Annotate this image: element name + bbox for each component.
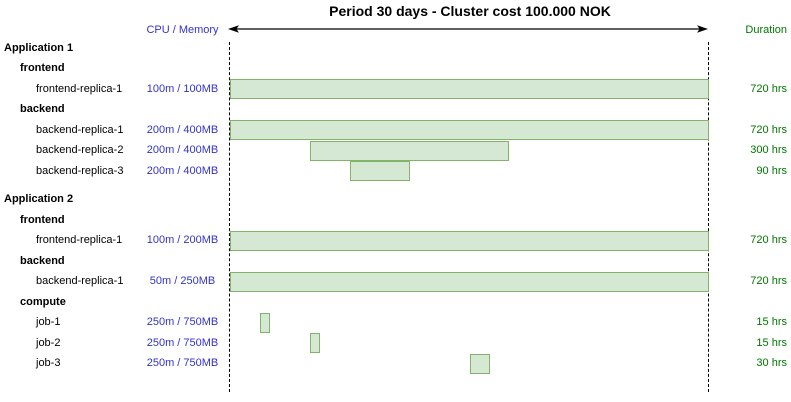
- row-backend: backend: [0, 251, 791, 272]
- gantt-bar: [309, 140, 510, 161]
- gantt-bar: [230, 120, 709, 140]
- row-frontend-replica-1: frontend-replica-1 100m / 200MB 720 hrs: [0, 230, 791, 251]
- row-label: backend-replica-1: [36, 123, 124, 136]
- row-label: job-1: [36, 316, 61, 328]
- duration-value: 720 hrs: [750, 123, 787, 136]
- row-backend: backend: [0, 99, 791, 120]
- gantt-bar: [230, 230, 709, 251]
- duration-value: 15 hrs: [756, 316, 787, 328]
- cpu-memory-value: 250m / 750MB: [146, 357, 219, 369]
- duration-column-header: Duration: [745, 24, 787, 36]
- duration-value: 30 hrs: [756, 357, 787, 369]
- row-label: backend: [20, 254, 65, 267]
- row-label: frontend-replica-1: [36, 234, 123, 246]
- duration-value: 15 hrs: [756, 336, 787, 349]
- row-label: Application 2: [4, 193, 74, 205]
- chart-title: Period 30 days - Cluster cost 100.000 NO…: [329, 3, 611, 19]
- row-job-2: job-2 250m / 750MB 15 hrs: [0, 333, 791, 354]
- cpu-memory-value: 200m / 400MB: [146, 164, 219, 177]
- gantt-bar: [259, 312, 270, 333]
- duration-value: 90 hrs: [756, 164, 787, 177]
- cpu-memory-value: 200m / 400MB: [146, 144, 219, 156]
- row-backend-replica-2: backend-replica-2 200m / 400MB 300 hrs: [0, 140, 791, 161]
- gantt-bar: [469, 353, 490, 374]
- row-label: compute: [20, 295, 66, 308]
- row-label: frontend: [20, 213, 65, 226]
- row-application-2: Application 2: [0, 189, 791, 210]
- row-job-3: job-3 250m / 750MB 30 hrs: [0, 353, 791, 374]
- row-label: frontend: [20, 62, 65, 74]
- row-backend-replica-3: backend-replica-3 200m / 400MB 90 hrs: [0, 161, 791, 182]
- cpu-memory-value: 250m / 750MB: [146, 316, 219, 328]
- row-frontend: frontend: [0, 210, 791, 231]
- cpu-memory-value: 200m / 400MB: [146, 123, 219, 136]
- row-compute: compute: [0, 292, 791, 313]
- cpu-memory-value: 100m / 100MB: [146, 82, 219, 95]
- row-label: backend-replica-1: [36, 275, 124, 287]
- row-label: Application 1: [4, 41, 74, 54]
- duration-value: 720 hrs: [750, 82, 787, 95]
- row-job-1: job-1 250m / 750MB 15 hrs: [0, 312, 791, 333]
- gantt-bar: [349, 161, 410, 181]
- cpu-memory-value: 100m / 200MB: [146, 234, 219, 246]
- row-label: backend-replica-3: [36, 164, 124, 177]
- cpu-memory-value: 50m / 250MB: [149, 275, 216, 287]
- period-end-dashed-line: [708, 42, 709, 392]
- period-start-dashed-line: [229, 42, 230, 392]
- gantt-bar: [230, 79, 709, 99]
- row-frontend: frontend: [0, 58, 791, 79]
- row-application-1: Application 1: [0, 38, 791, 59]
- gantt-bar: [309, 333, 320, 353]
- duration-value: 300 hrs: [750, 144, 787, 156]
- duration-value: 720 hrs: [750, 275, 787, 287]
- row-backend-replica-1: backend-replica-1 50m / 250MB 720 hrs: [0, 271, 791, 292]
- cpu-memory-value: 250m / 750MB: [146, 336, 219, 349]
- row-frontend-replica-1: frontend-replica-1 100m / 100MB 720 hrs: [0, 79, 791, 100]
- row-label: job-2: [36, 336, 61, 349]
- gantt-bar: [230, 271, 709, 292]
- row-label: backend-replica-2: [36, 144, 124, 156]
- row-backend-replica-1: backend-replica-1 200m / 400MB 720 hrs: [0, 120, 791, 141]
- row-label: backend: [20, 103, 65, 115]
- row-label: job-3: [36, 357, 61, 369]
- period-arrow-icon: [228, 25, 708, 33]
- row-label: frontend-replica-1: [36, 82, 123, 95]
- duration-value: 720 hrs: [750, 234, 787, 246]
- cpu-memory-column-header: CPU / Memory: [146, 24, 219, 36]
